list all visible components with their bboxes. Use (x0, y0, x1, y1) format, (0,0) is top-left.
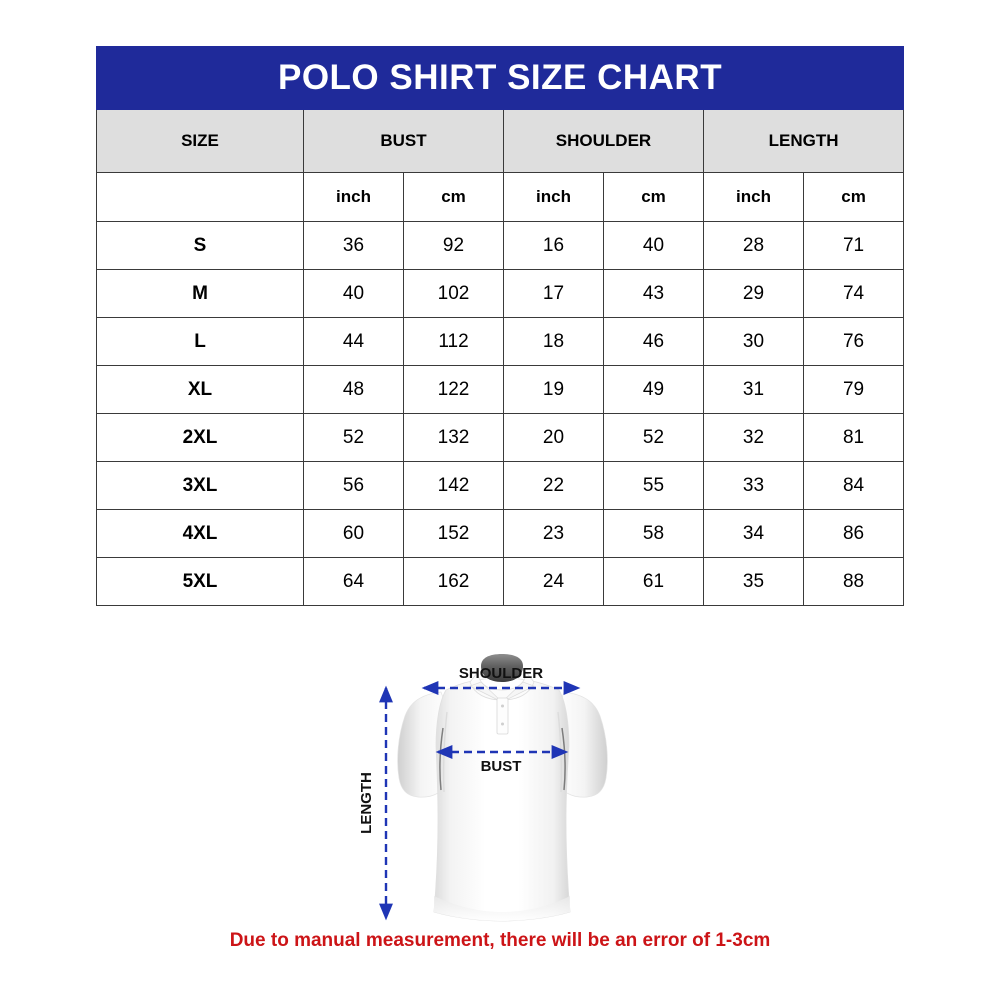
collar (481, 654, 523, 682)
cell-length-cm: 84 (802, 461, 905, 510)
cell-length-cm: 88 (802, 557, 905, 606)
measurement-diagram: SHOULDER BUST LENGTH (0, 620, 1000, 940)
size-chart-table: POLO SHIRT SIZE CHART SIZE BUST SHOULDER… (95, 46, 905, 606)
cell-bust-inch: 64 (303, 557, 404, 606)
cell-length-cm: 76 (802, 317, 905, 366)
cell-length-cm: 79 (802, 365, 905, 414)
table-row: 2XL 52 132 20 52 32 81 (96, 413, 905, 462)
cell-shoulder-cm: 43 (603, 269, 704, 318)
unit-bust-cm: cm (403, 172, 504, 222)
cell-bust-cm: 132 (403, 413, 504, 462)
cell-bust-cm: 142 (403, 461, 504, 510)
cell-shoulder-cm: 52 (603, 413, 704, 462)
column-header-size: SIZE (96, 109, 304, 173)
group-header-row: SIZE BUST SHOULDER LENGTH (96, 109, 905, 173)
cell-shoulder-inch: 22 (503, 461, 604, 510)
cell-size: 3XL (96, 461, 304, 510)
button-top (501, 704, 504, 708)
cell-bust-inch: 60 (303, 509, 404, 558)
cell-bust-inch: 56 (303, 461, 404, 510)
cell-length-cm: 74 (802, 269, 905, 318)
cell-bust-cm: 92 (403, 221, 504, 270)
chart-title-row: POLO SHIRT SIZE CHART (95, 46, 905, 110)
cell-length-inch: 33 (703, 461, 804, 510)
cell-bust-inch: 36 (303, 221, 404, 270)
unit-length-cm: cm (802, 172, 905, 222)
cell-bust-cm: 162 (403, 557, 504, 606)
unit-header-row: inch cm inch cm inch cm (96, 172, 905, 222)
size-chart-container: POLO SHIRT SIZE CHART SIZE BUST SHOULDER… (95, 46, 905, 606)
left-side-shadow (439, 727, 444, 791)
unit-blank (96, 172, 304, 222)
table-row: 3XL 56 142 22 55 33 84 (96, 461, 905, 510)
column-header-length: LENGTH (702, 109, 905, 173)
bust-label: BUST (481, 758, 522, 775)
table-row: 5XL 64 162 24 61 35 88 (96, 557, 905, 606)
column-header-bust: BUST (303, 109, 504, 173)
cell-shoulder-inch: 23 (503, 509, 604, 558)
unit-shoulder-cm: cm (603, 172, 704, 222)
cell-length-inch: 32 (703, 413, 804, 462)
placket (496, 697, 509, 735)
table-row: M 40 102 17 43 29 74 (96, 269, 905, 318)
table-row: S 36 92 16 40 28 71 (96, 221, 905, 270)
cell-shoulder-cm: 46 (603, 317, 704, 366)
unit-length-inch: inch (703, 172, 804, 222)
measurement-arrows: SHOULDER BUST LENGTH (358, 665, 581, 921)
cell-length-cm: 86 (802, 509, 905, 558)
cell-length-inch: 31 (703, 365, 804, 414)
cell-length-cm: 71 (802, 221, 905, 270)
measurement-disclaimer: Due to manual measurement, there will be… (229, 930, 771, 951)
cell-bust-cm: 152 (403, 509, 504, 558)
cell-shoulder-inch: 18 (503, 317, 604, 366)
cell-size: L (96, 317, 304, 366)
table-row: 4XL 60 152 23 58 34 86 (96, 509, 905, 558)
cell-length-inch: 35 (703, 557, 804, 606)
cell-bust-inch: 48 (303, 365, 404, 414)
cell-shoulder-inch: 17 (503, 269, 604, 318)
cell-size: 2XL (96, 413, 304, 462)
hem-shading (434, 896, 570, 921)
cell-shoulder-inch: 24 (503, 557, 604, 606)
cell-bust-inch: 44 (303, 317, 404, 366)
cell-shoulder-cm: 40 (603, 221, 704, 270)
unit-shoulder-inch: inch (503, 172, 604, 222)
cell-size: XL (96, 365, 304, 414)
cell-length-inch: 28 (703, 221, 804, 270)
cell-bust-inch: 52 (303, 413, 404, 462)
cell-bust-cm: 122 (403, 365, 504, 414)
table-row: L 44 112 18 46 30 76 (96, 317, 905, 366)
cell-length-inch: 34 (703, 509, 804, 558)
cell-size: M (96, 269, 304, 318)
polo-shirt-illustration (397, 654, 608, 922)
cell-size: 5XL (96, 557, 304, 606)
table-row: XL 48 122 19 49 31 79 (96, 365, 905, 414)
shoulder-label: SHOULDER (459, 665, 543, 682)
length-label: LENGTH (358, 772, 375, 834)
cell-bust-cm: 102 (403, 269, 504, 318)
cell-shoulder-cm: 58 (603, 509, 704, 558)
cell-bust-inch: 40 (303, 269, 404, 318)
cell-size: 4XL (96, 509, 304, 558)
page-title: POLO SHIRT SIZE CHART (95, 46, 905, 110)
cell-shoulder-cm: 49 (603, 365, 704, 414)
cell-shoulder-cm: 55 (603, 461, 704, 510)
unit-bust-inch: inch (303, 172, 404, 222)
cell-size: S (96, 221, 304, 270)
cell-length-inch: 29 (703, 269, 804, 318)
cell-length-cm: 81 (802, 413, 905, 462)
cell-length-inch: 30 (703, 317, 804, 366)
button-bottom (501, 722, 504, 726)
cell-shoulder-inch: 19 (503, 365, 604, 414)
cell-shoulder-cm: 61 (603, 557, 704, 606)
cell-shoulder-inch: 16 (503, 221, 604, 270)
cell-bust-cm: 112 (403, 317, 504, 366)
column-header-shoulder: SHOULDER (503, 109, 704, 173)
right-side-shadow (561, 727, 566, 791)
cell-shoulder-inch: 20 (503, 413, 604, 462)
